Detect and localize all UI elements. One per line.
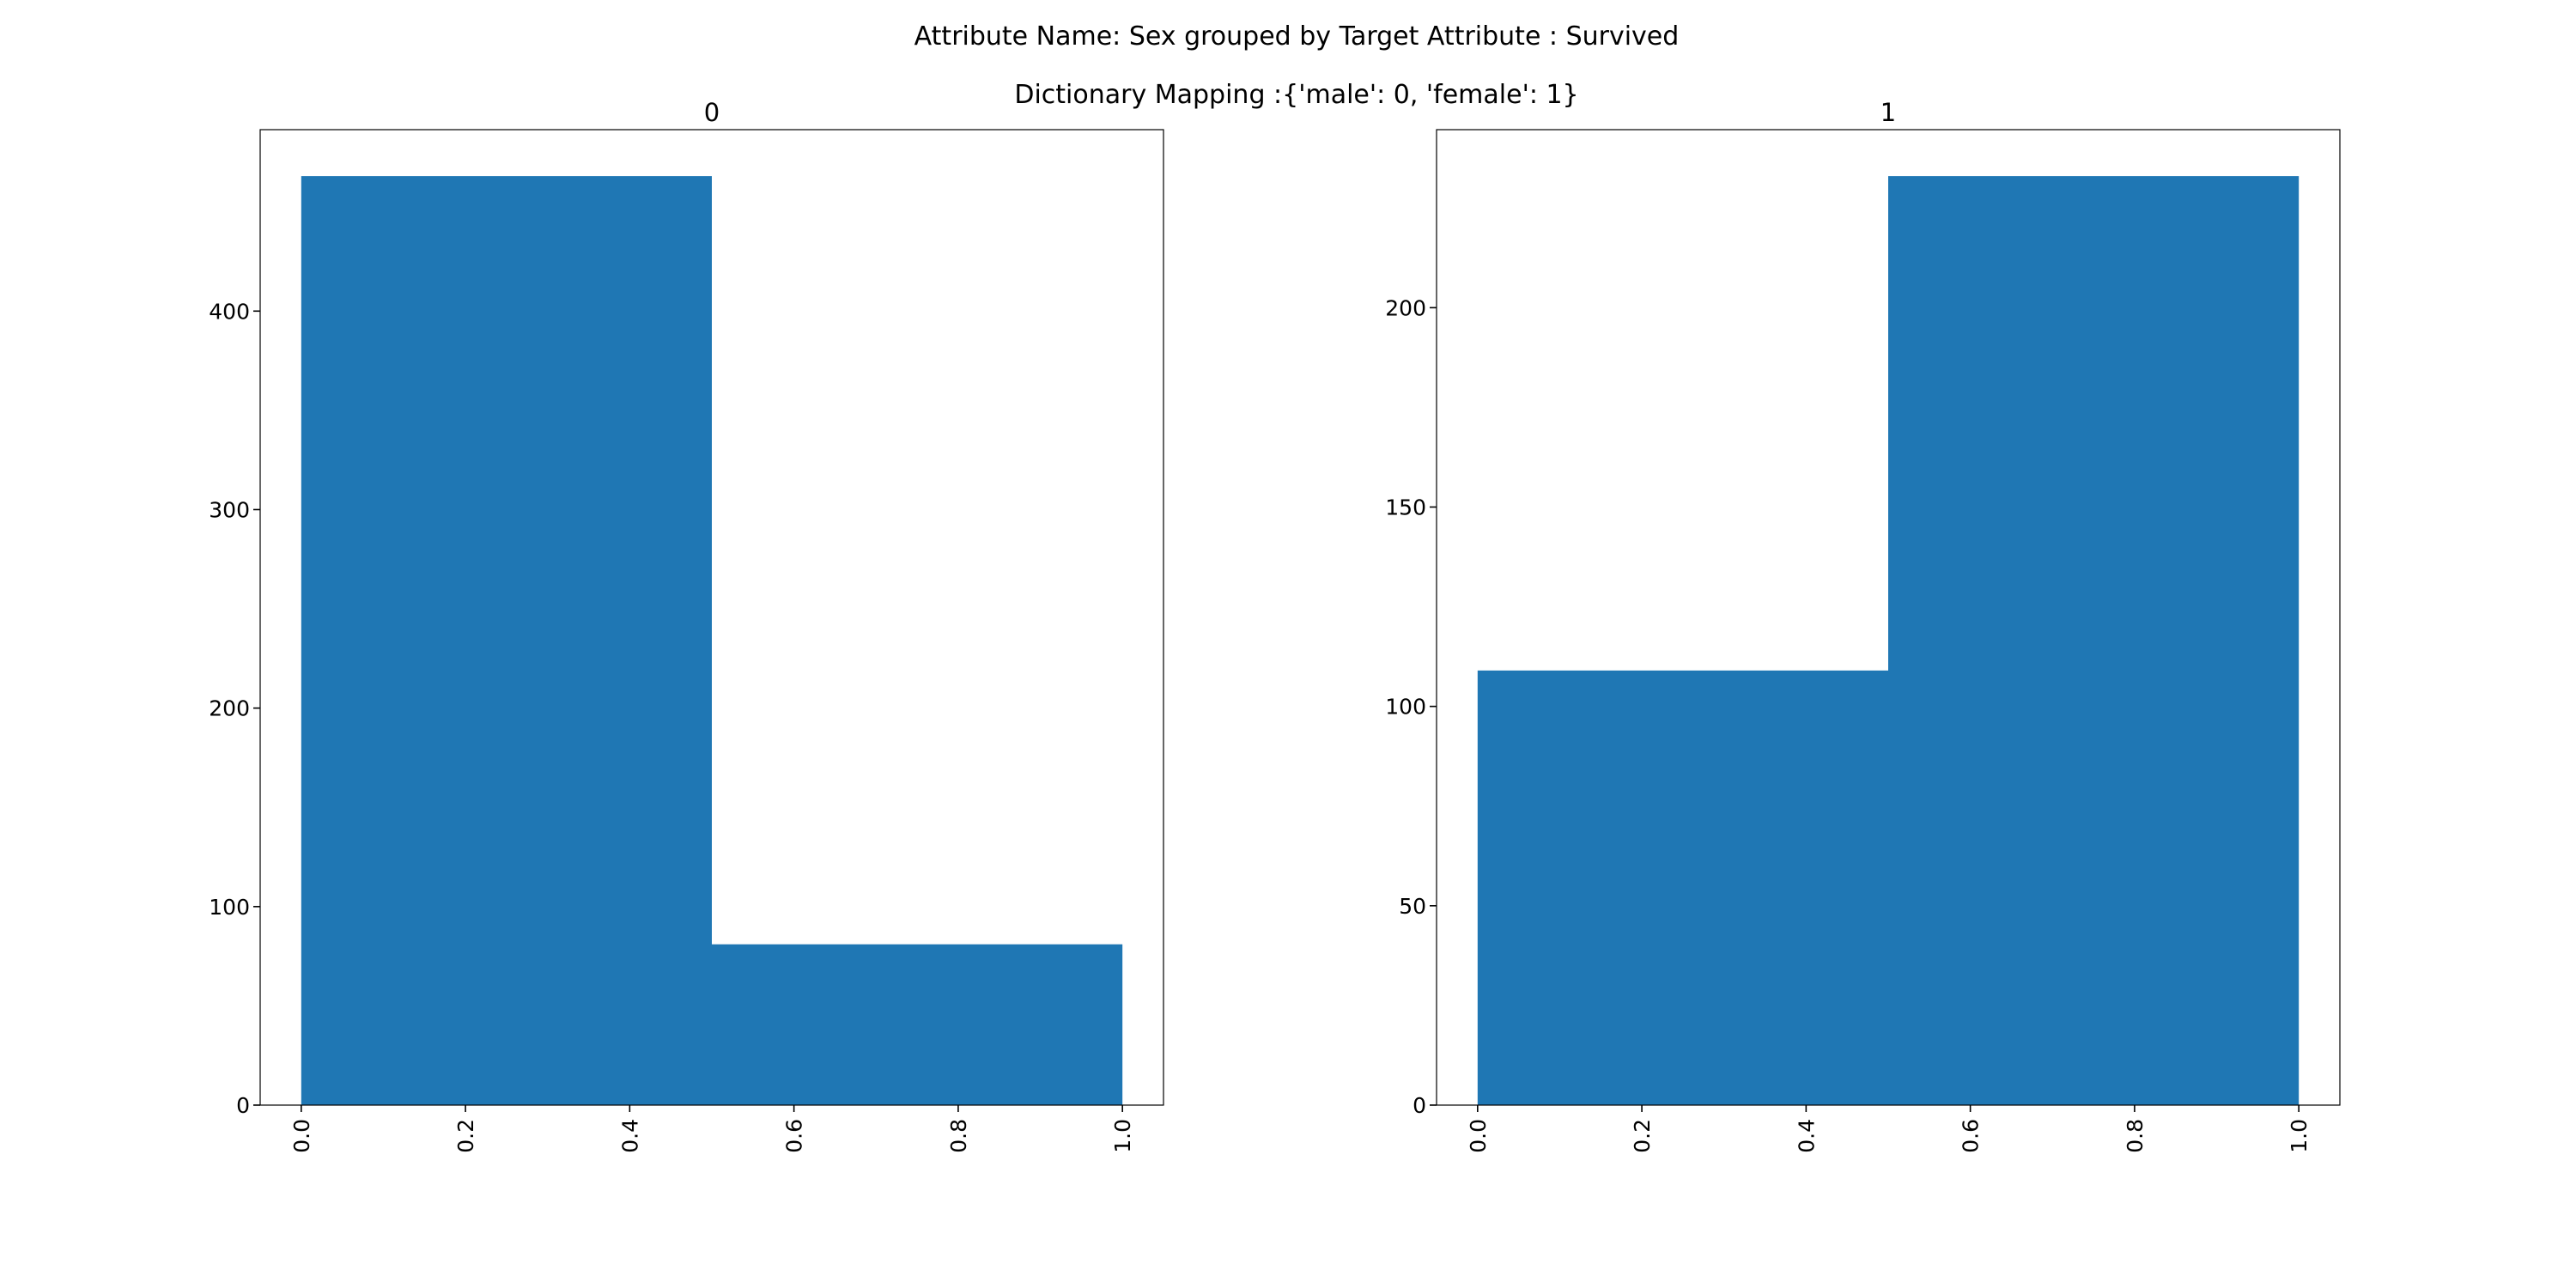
panel-0-ytick-label-0: 0 (236, 1093, 250, 1118)
panel-0-bar-0 (301, 176, 712, 1106)
histogram-panel-0: 0 0.0 0.2 0.4 0.6 0.8 1.0 0 100 200 300 400 (209, 98, 1164, 1153)
histogram-panel-1: 1 0.0 0.2 0.4 0.6 0.8 1.0 0 50 100 150 200 (1385, 98, 2341, 1153)
panel-0-xtick-label-2: 0.4 (617, 1119, 642, 1153)
panel-1-frame (1436, 129, 2341, 1106)
panel-1-ytick-label-0: 0 (1413, 1093, 1426, 1118)
panel-0-title: 0 (704, 98, 720, 127)
panel-0-ytick-label-4: 400 (209, 299, 250, 324)
panel-1-ytick-label-2: 100 (1385, 695, 1426, 720)
panel-0-ytick-label-3: 300 (209, 497, 250, 522)
panel-1-xtick-label-1: 0.2 (1630, 1119, 1655, 1153)
panel-1-title: 1 (1880, 98, 1896, 127)
panel-1-ytick-label-1: 50 (1399, 894, 1426, 919)
panel-0-frame (259, 129, 1164, 1106)
panel-0-bars (301, 176, 1123, 1106)
panel-1-xtick-label-5: 1.0 (2287, 1119, 2312, 1153)
panel-1-xtick-label-4: 0.8 (2123, 1119, 2148, 1153)
panel-1-xtick-label-0: 0.0 (1466, 1119, 1491, 1153)
panel-0-ytick-label-1: 100 (209, 895, 250, 920)
panel-0-xtick-label-4: 0.8 (946, 1119, 971, 1153)
panel-1-x-axis: 0.0 0.2 0.4 0.6 0.8 1.0 (1466, 1105, 2312, 1153)
panel-1-xtick-label-3: 0.6 (1959, 1119, 1984, 1153)
panel-0-xtick-label-0: 0.0 (289, 1119, 314, 1153)
panel-0-x-axis: 0.0 0.2 0.4 0.6 0.8 1.0 (289, 1105, 1135, 1153)
panel-1-ytick-label-4: 200 (1385, 295, 1426, 320)
figure-title: Attribute Name: Sex grouped by Target At… (914, 21, 1680, 52)
panel-0-bar-1 (712, 944, 1123, 1105)
panel-0-xtick-label-5: 1.0 (1110, 1119, 1135, 1153)
panel-0-xtick-label-3: 0.6 (782, 1119, 807, 1153)
panel-0-ytick-label-2: 200 (209, 696, 250, 721)
panel-1-bar-0 (1477, 670, 1888, 1105)
panel-1-ytick-label-3: 150 (1385, 495, 1426, 519)
panel-1-xtick-label-2: 0.4 (1794, 1119, 1819, 1153)
panel-0-y-axis: 0 100 200 300 400 (209, 299, 260, 1118)
figure-subtitle: Dictionary Mapping :{'male': 0, 'female'… (1014, 80, 1578, 110)
panel-0-xtick-label-1: 0.2 (453, 1119, 478, 1153)
panel-1-bars (1477, 176, 2300, 1106)
panel-1-y-axis: 0 50 100 150 200 (1385, 295, 1437, 1118)
panel-1-bar-1 (1888, 176, 2300, 1106)
